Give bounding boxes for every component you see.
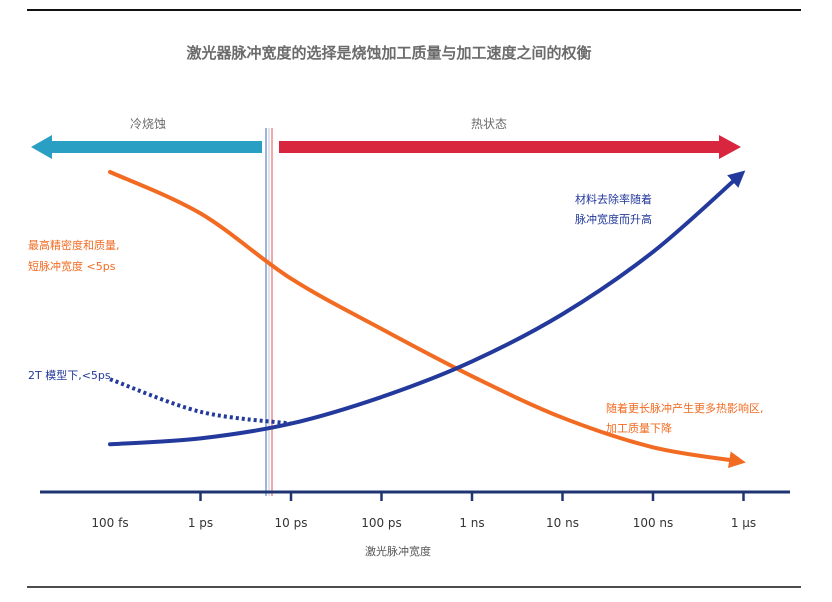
thermal-region-arrow <box>279 135 741 159</box>
x-tick-label-0: 100 fs <box>91 516 128 530</box>
thermal-arrow-head <box>719 135 741 159</box>
cold-region-label: 冷烧蚀 <box>130 117 166 131</box>
cold-region-arrow <box>31 135 262 159</box>
removal-note-line2: 脉冲宽度而升高 <box>575 212 652 226</box>
thermal-region-label: 热状态 <box>471 117 507 131</box>
regime-boundary <box>265 128 273 496</box>
quality-high-note-line1: 最高精密度和质量, <box>28 238 120 252</box>
quality-curve <box>108 170 746 469</box>
x-tick-label-5: 10 ns <box>546 516 579 530</box>
removal-note-line1: 材料去除率随着 <box>575 192 652 206</box>
thermal-arrow-bar <box>279 141 721 153</box>
x-tick-label-2: 10 ps <box>275 516 308 530</box>
x-tick-label-4: 1 ns <box>459 516 484 530</box>
chart-title: 激光器脉冲宽度的选择是烧蚀加工质量与加工速度之间的权衡 <box>186 44 591 62</box>
x-tick-label-7: 1 μs <box>731 516 756 530</box>
cold-arrow-bar <box>50 141 262 153</box>
x-tick-label-6: 100 ns <box>633 516 674 530</box>
x-axis-label: 激光脉冲宽度 <box>365 544 431 558</box>
haz-note-line2: 加工质量下降 <box>606 421 672 435</box>
x-tick-label-1: 1 ps <box>188 516 213 530</box>
haz-note-line1: 随着更长脉冲产生更多热影响区, <box>606 401 764 415</box>
cold-arrow-head <box>31 135 52 159</box>
x-tick-label-3: 100 ps <box>361 516 402 530</box>
two-t-note: 2T 模型下,<5ps <box>28 368 111 382</box>
quality-high-note-line2: 短脉冲宽度 <5ps <box>28 259 116 273</box>
x-axis-ticks: 100 fs 1 ps 10 ps 100 ps 1 ns 10 ns 100 ns 1 μs <box>91 492 756 530</box>
removal-rate-curve <box>108 170 746 447</box>
two-temperature-curve <box>109 377 292 426</box>
